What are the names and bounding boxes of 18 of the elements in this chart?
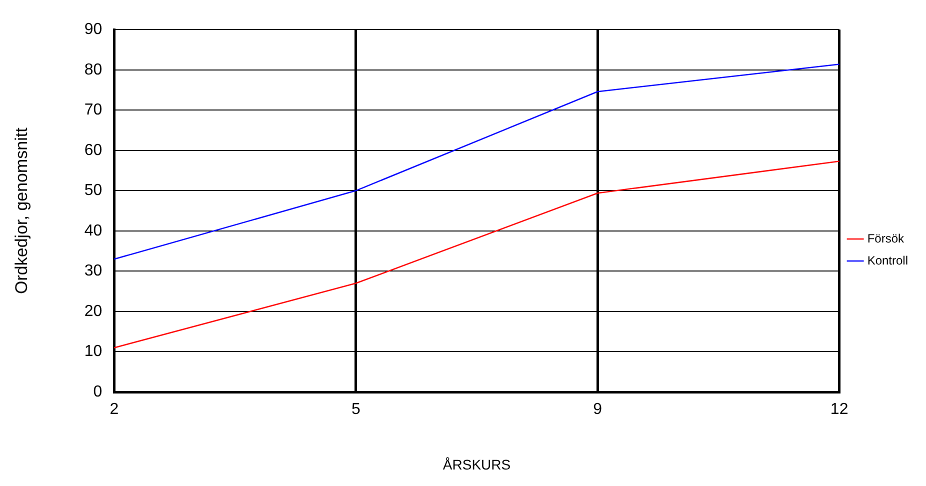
x-tick-label: 9 [593,401,602,418]
y-tick-label: 30 [84,262,102,280]
legend-label: Kontroll [867,253,908,268]
x-tick-label: 2 [110,401,119,418]
y-tick-label: 90 [84,21,102,38]
y-tick-label: 20 [84,302,102,320]
y-tick-label: 10 [84,343,102,360]
x-tick-label: 12 [830,401,848,418]
x-axis-title: ÅRSKURS [442,456,511,472]
y-tick-label: 70 [84,102,102,119]
y-tick-label: 80 [84,61,102,78]
x-tick-label: 5 [351,401,360,418]
y-tick-label: 40 [84,222,102,240]
legend-label: Försök [867,231,905,246]
y-tick-label: 60 [84,142,102,159]
y-tick-label: 0 [93,383,102,400]
y-axis-title: Ordkedjor, genomsnitt [12,127,31,294]
y-tick-label: 50 [84,182,102,200]
